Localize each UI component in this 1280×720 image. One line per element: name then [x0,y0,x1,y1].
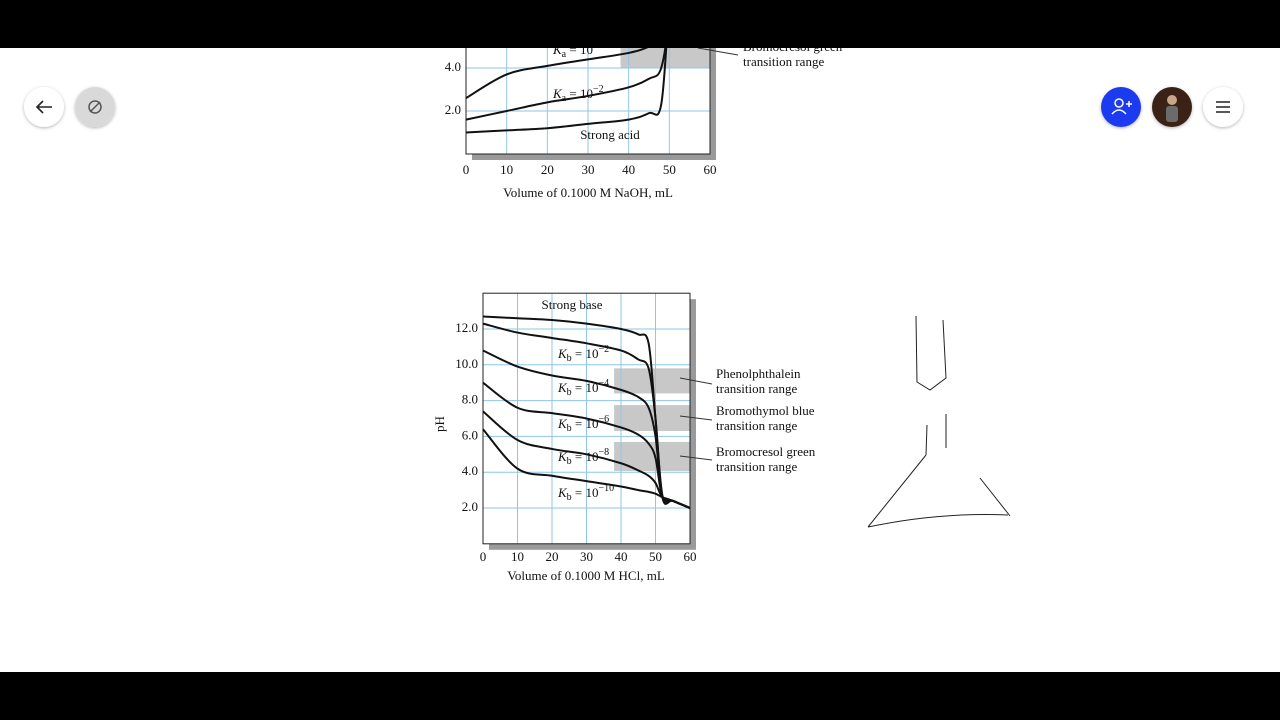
curve-label: Strong acid [580,127,640,142]
subscript: b [567,492,572,503]
x-tick-label: 0 [480,549,487,564]
y-axis-label: pH [432,416,447,432]
x-tick-label: 50 [663,162,676,177]
x-tick-label: 20 [546,549,559,564]
indicator-name: Bromocresol green [716,444,816,459]
symbol: K [552,86,563,101]
invite-button[interactable] [1101,87,1141,127]
menu-button[interactable] [1203,87,1243,127]
back-button[interactable] [24,87,64,127]
x-tick-label: 60 [704,162,717,177]
titration-curve [482,428,691,509]
subscript: b [567,423,572,434]
y-tick-label: 8.0 [462,392,478,407]
y-tick-label: 10.0 [455,356,478,371]
user-avatar[interactable] [1152,87,1192,127]
indicator-caption: transition range [743,54,824,69]
curve-label: Kb = 10−6 [557,414,609,434]
titration-curve [482,349,691,509]
equals: = 10 [572,346,599,361]
y-tick-label: 2.0 [462,499,478,514]
exponent: −8 [599,447,610,458]
x-tick-label: 50 [649,549,662,564]
subscript: b [567,387,572,398]
x-tick-label: 40 [615,549,628,564]
titration-curve [482,322,691,509]
x-tick-label: 0 [463,162,470,177]
flask-body-sketch [867,454,1011,528]
equals: = 10 [572,449,599,464]
equals: = 10 [572,485,599,500]
titration-curve [465,0,672,121]
flask-neck-sketch [925,414,947,456]
curve-label: Kb = 10−8 [557,447,609,467]
top-bar [0,0,1280,48]
indicator-caption: transition range [716,418,797,433]
exponent: −4 [599,378,610,389]
subscript: b [567,353,572,364]
y-tick-label: 6.0 [462,427,478,442]
x-tick-label: 10 [511,549,524,564]
symbol: K [557,346,568,361]
curve-label: Strong base [541,297,602,312]
x-axis-label: Volume of 0.1000 M NaOH, mL [503,185,673,200]
x-axis-label: Volume of 0.1000 M HCl, mL [507,568,665,583]
titration-curve [482,381,691,509]
leader-line [697,47,739,56]
y-tick-label: 4.0 [462,463,478,478]
leader-line [679,377,713,385]
subscript: a [562,49,567,60]
curve-label: Ka = 10−2 [552,84,604,104]
y-tick-label: 12.0 [455,320,478,335]
equals: = 10 [572,416,599,431]
exponent: −10 [599,483,615,494]
exponent: −2 [599,344,610,355]
exponent: −2 [593,84,604,95]
x-tick-label: 30 [580,549,593,564]
equals: = 10 [572,380,599,395]
x-tick-label: 10 [500,162,513,177]
subscript: b [567,456,572,467]
curve-label: Kb = 10−10 [557,483,614,503]
chart: 0 10 20 30 40 50 60 2.0 4.0 6.0 8.0 10.0 12.0 Strong … [432,292,816,583]
indicator-caption: transition range [716,459,797,474]
symbol: K [557,449,568,464]
symbol: K [557,416,568,431]
sync-button[interactable] [75,87,115,127]
x-tick-label: 60 [684,549,697,564]
subscript: a [562,93,567,104]
plot-frame [482,292,691,545]
x-tick-label: 40 [622,162,635,177]
symbol: K [557,485,568,500]
titration-curve [465,0,671,134]
burette-sketch [915,315,947,391]
x-tick-label: 20 [541,162,554,177]
leader-line [679,455,713,461]
transition-range [614,441,690,471]
x-tick-label: 30 [582,162,595,177]
y-tick-label: 2.0 [445,102,461,117]
symbol: K [552,42,563,57]
sketch [867,315,1011,528]
symbol: K [557,380,568,395]
indicator-name: Phenolphthalein [716,366,801,381]
curve-label: Kb = 10−4 [557,378,609,398]
exponent: −6 [599,414,610,425]
equals: = 10 [566,86,593,101]
indicator-name: Bromothymol blue [716,403,815,418]
indicator-caption: transition range [716,381,797,396]
y-tick-label: 4.0 [445,59,461,74]
bottom-bar [0,672,1280,720]
curve-label: Kb = 10−2 [557,344,609,364]
leader-line [679,415,713,421]
